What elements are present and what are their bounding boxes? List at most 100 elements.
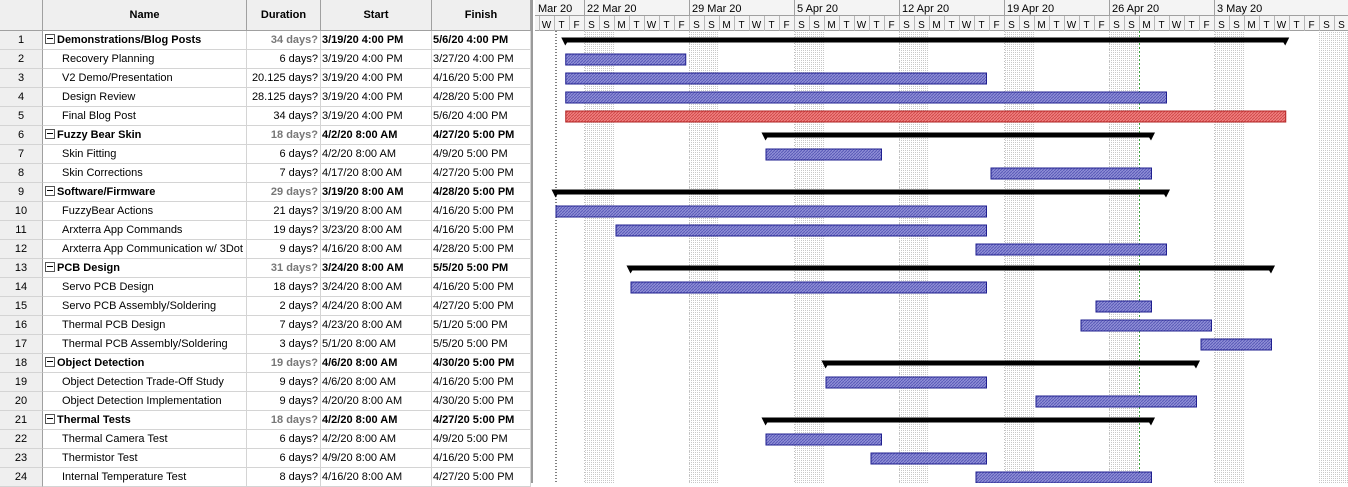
task-name-cell[interactable]: Object Detection bbox=[43, 354, 247, 373]
task-start[interactable]: 4/20/20 8:00 AM bbox=[321, 392, 432, 411]
task-duration[interactable]: 7 days? bbox=[247, 316, 321, 335]
task-start[interactable]: 4/24/20 8:00 AM bbox=[321, 297, 432, 316]
task-row[interactable]: 2 Recovery Planning 6 days? 3/19/20 4:00 PM… bbox=[0, 50, 531, 69]
task-start[interactable]: 3/19/20 4:00 PM bbox=[321, 31, 432, 50]
task-start[interactable]: 4/17/20 8:00 AM bbox=[321, 164, 432, 183]
task-duration[interactable]: 6 days? bbox=[247, 449, 321, 468]
row-id[interactable]: 13 bbox=[0, 259, 43, 278]
task-finish[interactable]: 4/9/20 5:00 PM bbox=[432, 145, 531, 164]
task-finish[interactable]: 4/16/20 5:00 PM bbox=[432, 449, 531, 468]
row-id[interactable]: 1 bbox=[0, 31, 43, 50]
task-duration[interactable]: 21 days? bbox=[247, 202, 321, 221]
task-start[interactable]: 4/16/20 8:00 AM bbox=[321, 468, 432, 487]
task-duration[interactable]: 28.125 days? bbox=[247, 88, 321, 107]
task-start[interactable]: 3/24/20 8:00 AM bbox=[321, 278, 432, 297]
task-start[interactable]: 4/6/20 8:00 AM bbox=[321, 354, 432, 373]
row-id[interactable]: 5 bbox=[0, 107, 43, 126]
task-start[interactable]: 3/19/20 4:00 PM bbox=[321, 88, 432, 107]
task-duration[interactable]: 8 days? bbox=[247, 468, 321, 487]
row-id[interactable]: 3 bbox=[0, 69, 43, 88]
task-duration[interactable]: 20.125 days? bbox=[247, 69, 321, 88]
summary-task-row[interactable]: 9 Software/Firmware 29 days? 3/19/20 8:00 A… bbox=[0, 183, 531, 202]
task-name-cell[interactable]: Object Detection Implementation bbox=[43, 392, 247, 411]
task-finish[interactable]: 4/27/20 5:00 PM bbox=[432, 468, 531, 487]
task-name-cell[interactable]: Final Blog Post bbox=[43, 107, 247, 126]
task-finish[interactable]: 5/6/20 4:00 PM bbox=[432, 107, 531, 126]
task-start[interactable]: 4/23/20 8:00 AM bbox=[321, 316, 432, 335]
task-finish[interactable]: 4/28/20 5:00 PM bbox=[432, 183, 531, 202]
task-start[interactable]: 3/19/20 4:00 PM bbox=[321, 107, 432, 126]
collapse-toggle-icon[interactable] bbox=[45, 186, 55, 196]
task-duration[interactable]: 18 days? bbox=[247, 278, 321, 297]
task-name-cell[interactable]: Fuzzy Bear Skin bbox=[43, 126, 247, 145]
task-finish[interactable]: 4/27/20 5:00 PM bbox=[432, 411, 531, 430]
task-duration[interactable]: 9 days? bbox=[247, 240, 321, 259]
task-name-cell[interactable]: Object Detection Trade-Off Study bbox=[43, 373, 247, 392]
task-duration[interactable]: 18 days? bbox=[247, 411, 321, 430]
task-row[interactable]: 17 Thermal PCB Assembly/Soldering 3 days? 5… bbox=[0, 335, 531, 354]
task-duration[interactable]: 29 days? bbox=[247, 183, 321, 202]
task-name-cell[interactable]: FuzzyBear Actions bbox=[43, 202, 247, 221]
task-start[interactable]: 3/19/20 8:00 AM bbox=[321, 202, 432, 221]
task-finish[interactable]: 4/9/20 5:00 PM bbox=[432, 430, 531, 449]
column-header-id[interactable] bbox=[0, 0, 43, 31]
task-start[interactable]: 3/24/20 8:00 AM bbox=[321, 259, 432, 278]
summary-task-row[interactable]: 21 Thermal Tests 18 days? 4/2/20 8:00 AM 4/2… bbox=[0, 411, 531, 430]
collapse-toggle-icon[interactable] bbox=[45, 129, 55, 139]
task-start[interactable]: 4/9/20 8:00 AM bbox=[321, 449, 432, 468]
summary-task-row[interactable]: 1 Demonstrations/Blog Posts 34 days? 3/19/2… bbox=[0, 31, 531, 50]
task-name-cell[interactable]: Servo PCB Assembly/Soldering bbox=[43, 297, 247, 316]
task-row[interactable]: 20 Object Detection Implementation 9 days?… bbox=[0, 392, 531, 411]
task-finish[interactable]: 5/6/20 4:00 PM bbox=[432, 31, 531, 50]
row-id[interactable]: 22 bbox=[0, 430, 43, 449]
row-id[interactable]: 8 bbox=[0, 164, 43, 183]
task-name-cell[interactable]: Internal Temperature Test bbox=[43, 468, 247, 487]
task-duration[interactable]: 34 days? bbox=[247, 107, 321, 126]
task-name-cell[interactable]: Thermal PCB Assembly/Soldering bbox=[43, 335, 247, 354]
task-finish[interactable]: 4/27/20 5:00 PM bbox=[432, 297, 531, 316]
task-row[interactable]: 15 Servo PCB Assembly/Soldering 2 days? 4/2… bbox=[0, 297, 531, 316]
task-row[interactable]: 5 Final Blog Post 34 days? 3/19/20 4:00 PM 5… bbox=[0, 107, 531, 126]
task-finish[interactable]: 4/16/20 5:00 PM bbox=[432, 373, 531, 392]
row-id[interactable]: 9 bbox=[0, 183, 43, 202]
task-name-cell[interactable]: V2 Demo/Presentation bbox=[43, 69, 247, 88]
row-id[interactable]: 6 bbox=[0, 126, 43, 145]
row-id[interactable]: 7 bbox=[0, 145, 43, 164]
summary-task-row[interactable]: 13 PCB Design 31 days? 3/24/20 8:00 AM 5/5/2… bbox=[0, 259, 531, 278]
task-name-cell[interactable]: Thermistor Test bbox=[43, 449, 247, 468]
task-start[interactable]: 4/6/20 8:00 AM bbox=[321, 373, 432, 392]
task-start[interactable]: 4/16/20 8:00 AM bbox=[321, 240, 432, 259]
column-header-duration[interactable]: Duration bbox=[247, 0, 321, 31]
task-name-cell[interactable]: Arxterra App Communication w/ 3Dot bbox=[43, 240, 247, 259]
row-id[interactable]: 20 bbox=[0, 392, 43, 411]
task-start[interactable]: 4/2/20 8:00 AM bbox=[321, 411, 432, 430]
task-row[interactable]: 7 Skin Fitting 6 days? 4/2/20 8:00 AM 4/9/20… bbox=[0, 145, 531, 164]
task-finish[interactable]: 5/5/20 5:00 PM bbox=[432, 259, 531, 278]
summary-task-row[interactable]: 18 Object Detection 19 days? 4/6/20 8:00 AM… bbox=[0, 354, 531, 373]
task-duration[interactable]: 3 days? bbox=[247, 335, 321, 354]
task-finish[interactable]: 3/27/20 4:00 PM bbox=[432, 50, 531, 69]
collapse-toggle-icon[interactable] bbox=[45, 414, 55, 424]
task-duration[interactable]: 9 days? bbox=[247, 392, 321, 411]
row-id[interactable]: 12 bbox=[0, 240, 43, 259]
summary-task-row[interactable]: 6 Fuzzy Bear Skin 18 days? 4/2/20 8:00 AM 4/… bbox=[0, 126, 531, 145]
task-name-cell[interactable]: Skin Fitting bbox=[43, 145, 247, 164]
task-duration[interactable]: 6 days? bbox=[247, 430, 321, 449]
task-row[interactable]: 11 Arxterra App Commands 19 days? 3/23/20 8… bbox=[0, 221, 531, 240]
task-duration[interactable]: 7 days? bbox=[247, 164, 321, 183]
row-id[interactable]: 18 bbox=[0, 354, 43, 373]
task-finish[interactable]: 4/27/20 5:00 PM bbox=[432, 164, 531, 183]
row-id[interactable]: 24 bbox=[0, 468, 43, 487]
row-id[interactable]: 4 bbox=[0, 88, 43, 107]
collapse-toggle-icon[interactable] bbox=[45, 357, 55, 367]
row-id[interactable]: 10 bbox=[0, 202, 43, 221]
task-duration[interactable]: 31 days? bbox=[247, 259, 321, 278]
task-finish[interactable]: 4/16/20 5:00 PM bbox=[432, 202, 531, 221]
row-id[interactable]: 21 bbox=[0, 411, 43, 430]
task-name-cell[interactable]: Servo PCB Design bbox=[43, 278, 247, 297]
task-duration[interactable]: 19 days? bbox=[247, 221, 321, 240]
task-name-cell[interactable]: Thermal Tests bbox=[43, 411, 247, 430]
task-row[interactable]: 16 Thermal PCB Design 7 days? 4/23/20 8:00 … bbox=[0, 316, 531, 335]
task-finish[interactable]: 4/30/20 5:00 PM bbox=[432, 354, 531, 373]
task-duration[interactable]: 9 days? bbox=[247, 373, 321, 392]
